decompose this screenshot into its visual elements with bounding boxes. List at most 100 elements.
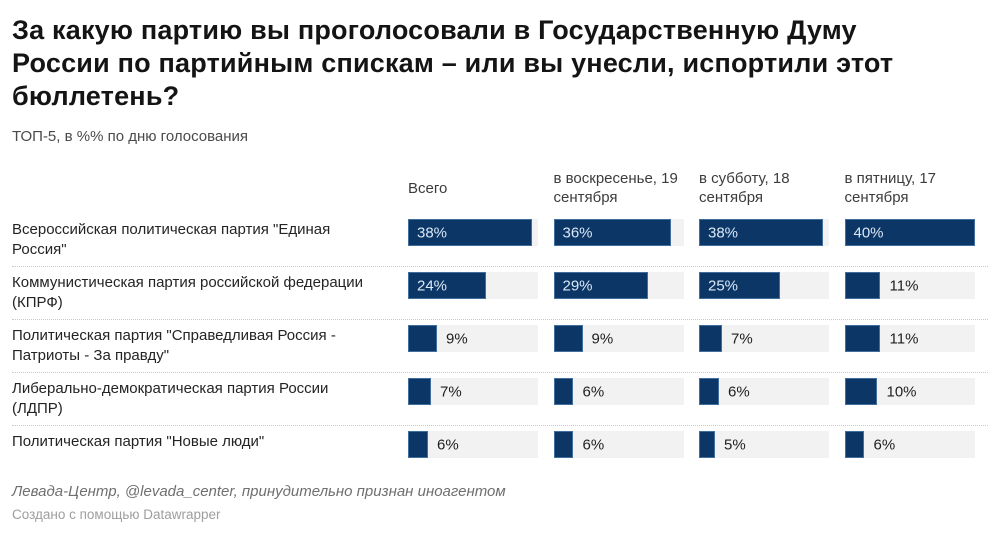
column-header-2: в субботу, 18 сентября xyxy=(699,170,790,206)
column-header-1: в воскресенье, 19 сентября xyxy=(553,170,678,206)
bar-cell: 7% xyxy=(699,325,845,352)
bar-cell: 11% xyxy=(844,325,991,352)
bar-value-label: 7% xyxy=(731,330,753,347)
bar-track: 6% xyxy=(844,431,975,458)
bar xyxy=(553,378,573,405)
bar-track: 10% xyxy=(844,378,975,405)
bar-value-label: 29% xyxy=(562,277,593,294)
bar-value-label: 36% xyxy=(562,224,593,241)
bar-track: 5% xyxy=(699,431,829,458)
bar-track: 6% xyxy=(699,378,829,405)
bar-track: 6% xyxy=(553,431,684,458)
column-header-3: в пятницу, 17 сентября xyxy=(844,170,937,206)
chart-title-line-1: За какую партию вы проголосовали в Госуд… xyxy=(12,15,857,45)
table-row: Коммунистическая партия российской федер… xyxy=(12,267,988,320)
bar xyxy=(408,272,486,299)
bar-value-label: 9% xyxy=(446,330,468,347)
bar-value-label: 10% xyxy=(886,383,917,400)
rows: Всероссийская политическая партия "Едина… xyxy=(12,214,988,464)
bar-cell: 7% xyxy=(408,378,554,405)
bar-cell: 6% xyxy=(553,378,700,405)
bar-value-label: 25% xyxy=(708,277,739,294)
chart-title-line-2: России по партийным спискам – или вы уне… xyxy=(12,48,894,78)
row-label: Коммунистическая партия российской федер… xyxy=(12,274,364,311)
bar-track: 9% xyxy=(553,325,684,352)
bar xyxy=(699,272,781,299)
bar-cell: 11% xyxy=(844,272,991,299)
bar-cell: 36% xyxy=(553,219,700,246)
bar-track: 11% xyxy=(844,272,975,299)
attribution: Создано с помощью Datawrapper xyxy=(12,507,221,522)
bar-value-label: 38% xyxy=(417,224,448,241)
bar-track: 9% xyxy=(408,325,538,352)
bar-value-label: 40% xyxy=(853,224,884,241)
bar xyxy=(844,272,881,299)
bar-cell: 6% xyxy=(408,431,554,458)
bar xyxy=(408,219,532,246)
bar-cell: 24% xyxy=(408,272,554,299)
bar-cell: 38% xyxy=(408,219,554,246)
bar-value-label: 6% xyxy=(437,436,459,453)
bar-value-label: 24% xyxy=(417,277,448,294)
bar xyxy=(408,378,431,405)
bar xyxy=(844,431,864,458)
bar-cell: 9% xyxy=(408,325,554,352)
bar xyxy=(408,431,428,458)
row-label: Политическая партия "Справедливая Россия… xyxy=(12,327,336,364)
bar xyxy=(844,325,881,352)
bar-value-label: 6% xyxy=(582,436,605,453)
bar-track: 7% xyxy=(699,325,829,352)
footer: Левада-Центр, @levada_center, принудител… xyxy=(12,482,988,523)
bar-track: 24% xyxy=(408,272,538,299)
bar xyxy=(699,325,722,352)
bar-track: 6% xyxy=(553,378,684,405)
row-label: Всероссийская политическая партия "Едина… xyxy=(12,221,331,258)
bar-track: 6% xyxy=(408,431,538,458)
bar-cell: 29% xyxy=(553,272,700,299)
bar-cell: 6% xyxy=(553,431,700,458)
bar-cell: 6% xyxy=(699,378,845,405)
bar xyxy=(699,378,719,405)
bar-track: 36% xyxy=(553,219,684,246)
bar-value-label: 11% xyxy=(889,277,919,294)
bar xyxy=(553,272,648,299)
table-row: Политическая партия "Новые люди" 6% 6% 5% 6% xyxy=(12,426,988,464)
bar-cell: 6% xyxy=(844,431,991,458)
bar-value-label: 6% xyxy=(728,383,750,400)
bar-value-label: 11% xyxy=(889,330,919,347)
bar-value-label: 7% xyxy=(440,383,462,400)
chart-title-line-3: бюллетень? xyxy=(12,81,180,111)
bar-track: 11% xyxy=(844,325,975,352)
bar xyxy=(553,219,671,246)
bar-value-label: 38% xyxy=(708,224,739,241)
bar-track: 7% xyxy=(408,378,538,405)
table-row: Либерально-демократическая партия России… xyxy=(12,373,988,426)
bar-value-label: 6% xyxy=(582,383,605,400)
bar-track: 29% xyxy=(553,272,684,299)
bar xyxy=(844,378,877,405)
bar-track: 38% xyxy=(408,219,538,246)
column-header-0: Всего xyxy=(408,179,448,197)
bar-track: 38% xyxy=(699,219,829,246)
chart-subtitle: ТОП-5, в %% по дню голосования xyxy=(12,128,249,145)
bar-track: 40% xyxy=(844,219,975,246)
bar xyxy=(553,325,583,352)
table-row: Всероссийская политическая партия "Едина… xyxy=(12,214,988,267)
bar-value-label: 5% xyxy=(724,436,746,453)
bar-cell: 25% xyxy=(699,272,845,299)
bar-value-label: 6% xyxy=(873,436,896,453)
bar xyxy=(844,219,975,246)
bar-track: 25% xyxy=(699,272,829,299)
bar-cell: 5% xyxy=(699,431,845,458)
row-label: Политическая партия "Новые люди" xyxy=(12,433,265,450)
bar-cell: 38% xyxy=(699,219,845,246)
table-row: Политическая партия "Справедливая Россия… xyxy=(12,320,988,373)
column-headers: Всего в воскресенье, 19 сентября в субботу… xyxy=(12,166,988,210)
bar xyxy=(699,431,716,458)
bar xyxy=(408,325,438,352)
bar-value-label: 9% xyxy=(591,330,614,347)
bar xyxy=(699,219,823,246)
row-label: Либерально-демократическая партия России… xyxy=(12,380,329,417)
chart-title: За какую партию вы проголосовали в Госуд… xyxy=(12,14,988,113)
